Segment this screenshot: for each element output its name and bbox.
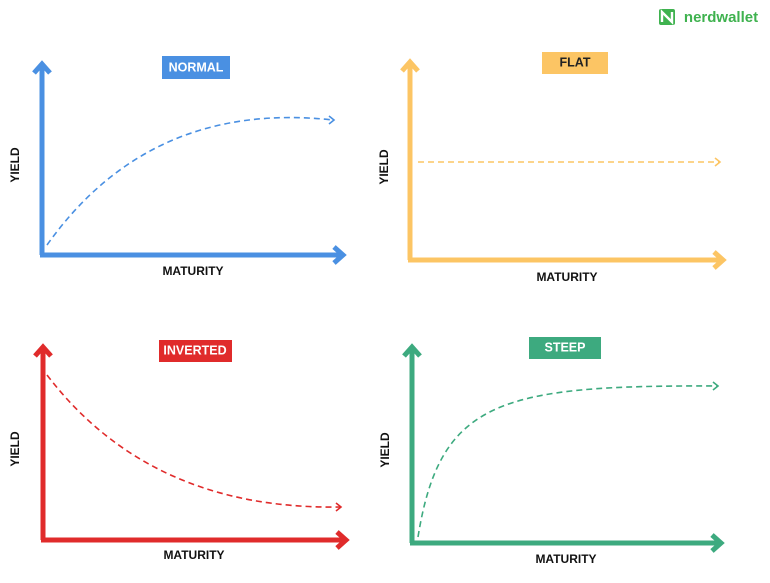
y-label: YIELD [378, 432, 392, 468]
curve-arrow [328, 115, 336, 125]
logo-text: nerdwallet [684, 9, 758, 26]
panel-title: FLAT [559, 55, 590, 69]
y-label: YIELD [377, 149, 391, 185]
panel-title: STEEP [545, 340, 586, 354]
x-label: MATURITY [163, 548, 224, 562]
panel-normal: NORMAL YIELD MATURITY [8, 56, 347, 278]
curve-arrow [335, 502, 343, 512]
yield-curve [46, 116, 334, 246]
y-label: YIELD [8, 431, 22, 467]
arrow-head [332, 245, 347, 265]
x-label: MATURITY [536, 270, 597, 284]
panel-flat: FLAT YIELD MATURITY [377, 52, 727, 284]
arrow-head [335, 530, 350, 550]
title-box [529, 337, 601, 359]
x-label: MATURITY [535, 552, 596, 566]
panel-title: NORMAL [169, 60, 224, 74]
logo: nerdwallet [659, 9, 758, 26]
x-label: MATURITY [162, 264, 223, 278]
arrow-head [402, 343, 422, 358]
arrow-head [710, 533, 725, 553]
panel-steep: STEEP YIELD MATURITY [378, 337, 725, 566]
arrow-head [400, 58, 420, 73]
yield-curve [46, 374, 341, 508]
panel-inverted: INVERTED YIELD MATURITY [8, 340, 350, 562]
arrow-head [712, 250, 727, 270]
title-box [542, 52, 608, 74]
y-label: YIELD [8, 147, 22, 183]
arrow-head [33, 343, 53, 358]
logo-icon-n [660, 9, 674, 25]
curve-arrow [714, 157, 722, 167]
arrow-head [32, 60, 52, 75]
yield-curve [417, 385, 718, 538]
title-box [159, 340, 232, 362]
curve-arrow [712, 381, 720, 391]
title-box [162, 56, 230, 79]
panel-title: INVERTED [163, 343, 226, 357]
